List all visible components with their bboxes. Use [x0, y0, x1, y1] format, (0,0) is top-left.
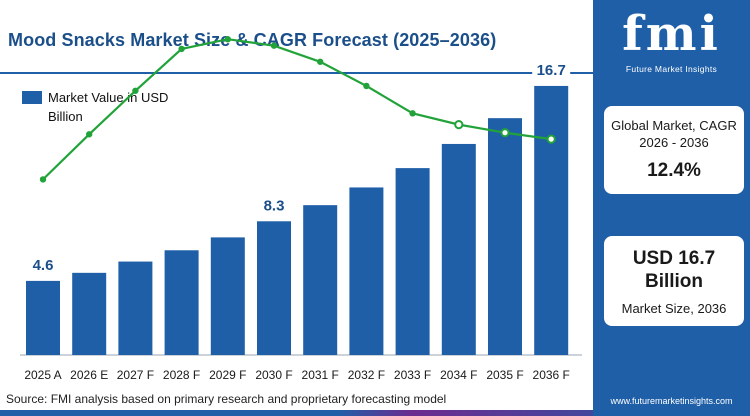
market-size-value: USD 16.7 Billion — [632, 248, 716, 292]
cagr-value: 12.4% — [647, 160, 701, 181]
x-tick-label-0: 2025 A — [24, 368, 61, 382]
trend-point-3 — [178, 45, 185, 53]
bar-9 — [441, 143, 476, 355]
bar-3 — [164, 250, 199, 355]
brand-logo: fmi Future Market Insights — [593, 8, 750, 74]
x-tick-label-1: 2026 E — [70, 368, 108, 382]
bottom-accent-bar — [0, 410, 750, 416]
chart-title: Mood Snacks Market Size & CAGR Forecast … — [8, 30, 497, 50]
bar-7 — [349, 187, 384, 355]
trend-point-2 — [132, 87, 139, 94]
cagr-label: Global Market, CAGR 2026 - 2036 — [611, 118, 737, 150]
source-note: Source: FMI analysis based on primary re… — [6, 392, 447, 406]
bar-1 — [72, 272, 107, 355]
x-tick-label-7: 2032 F — [348, 368, 385, 382]
trend-point-0 — [39, 176, 47, 183]
x-tick-label-10: 2035 F — [486, 368, 523, 382]
data-label-5: 8.3 — [264, 197, 285, 214]
x-tick-label-3: 2028 F — [163, 368, 200, 382]
bar-8 — [395, 168, 430, 355]
data-label-box-11 — [532, 57, 571, 80]
bar-5 — [257, 221, 291, 355]
trend-point-1 — [86, 131, 93, 138]
summary-panel: fmi Future Market Insights Global Market… — [593, 0, 750, 416]
x-tick-label-6: 2031 F — [302, 368, 339, 382]
logo-subtitle: Future Market Insights — [625, 64, 718, 74]
legend-swatch — [22, 91, 42, 104]
bar-6 — [303, 205, 338, 355]
x-tick-label-2: 2027 F — [117, 368, 154, 382]
market-size-card: USD 16.7 Billion Market Size, 2036 — [604, 236, 744, 326]
bar-line-chart: 2025 A 2026 E 2027 F 2028 F 2029 F 2030 F 2031… — [20, 36, 582, 382]
data-label-box-0 — [27, 252, 59, 275]
trend-point-4 — [224, 36, 231, 43]
cagr-card: Global Market, CAGR 2026 - 2036 12.4% — [604, 106, 744, 194]
bar-2 — [118, 261, 153, 355]
x-tick-label-4: 2029 F — [209, 368, 246, 382]
trend-point-5 — [270, 42, 278, 49]
x-tick-label-8: 2033 F — [394, 368, 431, 382]
market-size-label: Market Size, 2036 — [621, 301, 727, 316]
legend-label: Market Value in USD Billion — [48, 90, 169, 124]
trend-point-9 — [454, 120, 464, 130]
trend-point-7 — [363, 82, 370, 90]
trend-point-11 — [546, 134, 556, 144]
trend-point-8 — [409, 110, 416, 117]
chart-legend: Market Value in USD Billion — [22, 88, 198, 126]
trend-point-6 — [317, 58, 324, 65]
logo-mark: fmi — [622, 6, 721, 62]
data-label-box-5 — [258, 193, 290, 216]
bar-4 — [210, 237, 245, 355]
data-label-11: 16.7 — [537, 62, 566, 79]
bar-0 — [26, 280, 60, 355]
x-tick-label-5: 2030 F — [255, 368, 292, 382]
x-tick-label-9: 2034 F — [440, 368, 477, 382]
trend-point-10 — [500, 128, 510, 138]
bar-11 — [534, 85, 569, 355]
bar-10 — [488, 118, 522, 356]
x-tick-label-11: 2036 F — [533, 368, 570, 382]
title-divider — [0, 72, 593, 74]
website-link[interactable]: www.futuremarketinsights.com — [610, 396, 733, 406]
trend-line — [42, 38, 552, 181]
data-label-0: 4.6 — [33, 257, 54, 274]
